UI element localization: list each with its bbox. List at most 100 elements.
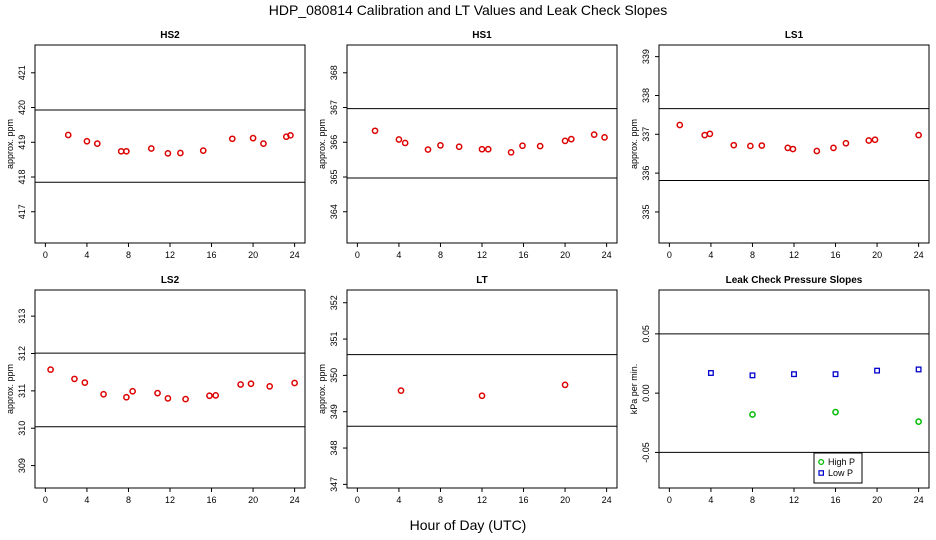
data-point bbox=[915, 418, 922, 425]
panel-hs1: HS1 0 4 8 12 16 20 24 364 365 366 367 368 approx. ppm bbox=[317, 30, 618, 260]
x-tick-label: 24 bbox=[914, 250, 924, 260]
data-point bbox=[199, 147, 207, 154]
x-tick-label: 24 bbox=[290, 495, 300, 505]
panel-title: HS2 bbox=[160, 30, 180, 41]
data-point bbox=[590, 131, 598, 138]
data-point bbox=[83, 137, 91, 145]
y-tick-label: 339 bbox=[641, 49, 651, 64]
x-tick-label: 12 bbox=[165, 495, 175, 505]
y-tick-label: 310 bbox=[17, 421, 27, 436]
data-point bbox=[561, 381, 569, 389]
data-point bbox=[747, 142, 754, 150]
data-point bbox=[123, 393, 130, 401]
data-point bbox=[177, 149, 184, 157]
y-tick-label: 417 bbox=[17, 204, 27, 219]
data-point bbox=[164, 150, 172, 157]
data-point bbox=[81, 379, 89, 386]
x-tick-label: 20 bbox=[560, 495, 570, 505]
x-tick-label: 20 bbox=[872, 250, 882, 260]
legend-marker bbox=[818, 458, 825, 466]
data-point bbox=[707, 370, 714, 376]
x-tick-label: 0 bbox=[667, 250, 672, 260]
data-point bbox=[789, 145, 797, 153]
x-tick-label: 20 bbox=[248, 495, 258, 505]
y-tick-label: 364 bbox=[329, 204, 339, 219]
y-tick-label: 313 bbox=[17, 309, 27, 324]
data-point bbox=[915, 131, 922, 139]
data-point bbox=[212, 392, 220, 399]
data-point bbox=[371, 127, 379, 135]
plot-frame bbox=[34, 44, 306, 244]
x-tick-label: 24 bbox=[914, 495, 924, 505]
y-tick-label: 421 bbox=[17, 65, 27, 80]
x-tick-label: 8 bbox=[126, 250, 131, 260]
data-point bbox=[237, 381, 244, 388]
data-point bbox=[71, 375, 78, 383]
data-point bbox=[784, 144, 792, 152]
data-point bbox=[47, 366, 54, 373]
x-tick-label: 24 bbox=[602, 495, 612, 505]
x-tick-label: 12 bbox=[477, 495, 487, 505]
x-tick-label: 16 bbox=[207, 495, 217, 505]
x-tick-label: 4 bbox=[708, 495, 713, 505]
data-point bbox=[874, 367, 881, 374]
x-tick-label: 24 bbox=[602, 250, 612, 260]
x-tick-label: 16 bbox=[831, 495, 841, 505]
y-tick-label: 418 bbox=[17, 169, 27, 184]
plot-frame bbox=[346, 44, 618, 244]
data-point bbox=[291, 379, 298, 387]
panel-lt: LT 0 4 8 12 16 20 24 347 348 349 350 351 352 approx. p… bbox=[317, 275, 618, 505]
x-tick-label: 20 bbox=[248, 250, 258, 260]
data-point bbox=[519, 142, 526, 150]
plot-frame bbox=[34, 289, 306, 489]
x-tick-label: 16 bbox=[519, 250, 529, 260]
data-point bbox=[749, 372, 756, 379]
y-tick-label: -0.05 bbox=[641, 442, 651, 463]
y-tick-label: 365 bbox=[329, 169, 339, 184]
panel-title: LS2 bbox=[161, 275, 180, 286]
legend-marker bbox=[818, 470, 825, 476]
y-axis-label: approx. ppm bbox=[629, 119, 639, 169]
y-axis-label: approx. ppm bbox=[317, 364, 327, 414]
data-point bbox=[478, 392, 486, 400]
data-point bbox=[706, 130, 714, 138]
y-tick-label: 419 bbox=[17, 135, 27, 150]
data-point bbox=[266, 383, 274, 390]
data-point bbox=[484, 145, 492, 153]
data-point bbox=[228, 135, 236, 143]
legend-label: Low P bbox=[828, 468, 853, 478]
y-tick-label: 335 bbox=[641, 204, 651, 219]
y-tick-label: 312 bbox=[17, 346, 27, 361]
data-point bbox=[123, 147, 130, 155]
panel-ls1: LS1 0 4 8 12 16 20 24 335 336 337 338 339 approx. ppm bbox=[629, 30, 930, 260]
plot-frame bbox=[658, 289, 930, 489]
x-tick-label: 4 bbox=[396, 495, 401, 505]
x-tick-label: 8 bbox=[126, 495, 131, 505]
x-tick-label: 12 bbox=[789, 250, 799, 260]
data-point bbox=[154, 389, 161, 397]
x-tick-label: 24 bbox=[290, 250, 300, 260]
data-point bbox=[507, 148, 515, 156]
data-point bbox=[813, 147, 821, 155]
panel-title: LT bbox=[476, 275, 487, 286]
x-tick-label: 0 bbox=[43, 250, 48, 260]
x-tick-label: 16 bbox=[831, 250, 841, 260]
data-point bbox=[478, 145, 486, 153]
x-tick-label: 16 bbox=[207, 250, 217, 260]
y-tick-label: 420 bbox=[17, 100, 27, 115]
y-axis-label: kPa per min. bbox=[629, 364, 639, 415]
data-point bbox=[871, 136, 879, 144]
x-tick-label: 0 bbox=[355, 250, 360, 260]
x-tick-label: 12 bbox=[789, 495, 799, 505]
y-tick-label: 349 bbox=[329, 404, 339, 419]
data-point bbox=[100, 390, 107, 398]
data-point bbox=[64, 131, 72, 139]
panel-leak: Leak Check Pressure Slopes 0 4 8 12 16 20 24 -0.… bbox=[629, 275, 930, 505]
data-point bbox=[832, 408, 839, 416]
legend-label: High P bbox=[828, 457, 855, 467]
panel-title: LS1 bbox=[785, 30, 804, 41]
data-point bbox=[395, 136, 403, 143]
y-tick-label: 352 bbox=[329, 295, 339, 310]
